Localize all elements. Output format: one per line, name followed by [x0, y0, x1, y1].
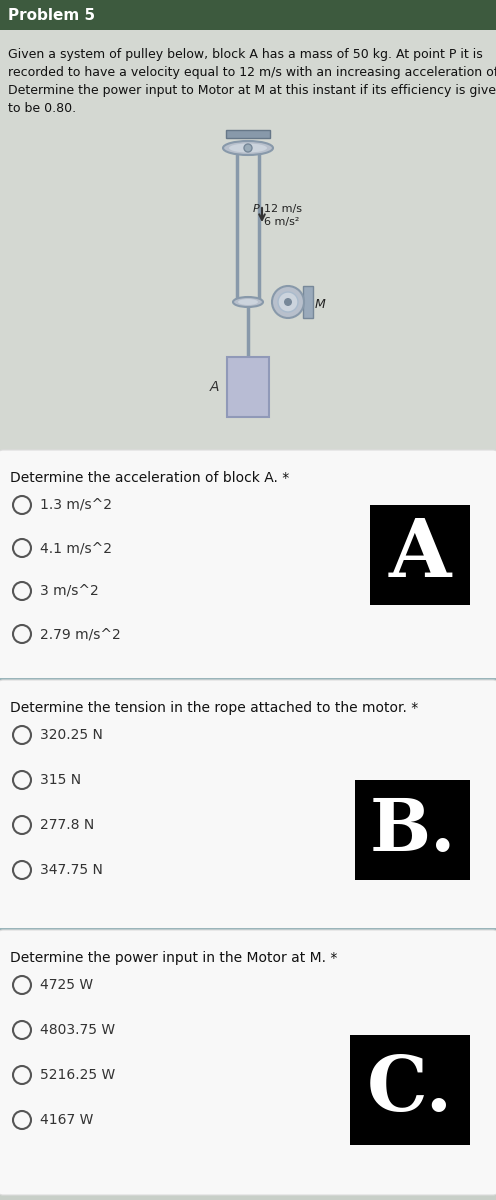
Text: 6 m/s²: 6 m/s²: [264, 217, 300, 227]
FancyBboxPatch shape: [370, 505, 470, 605]
FancyBboxPatch shape: [350, 1034, 470, 1145]
Text: 4167 W: 4167 W: [40, 1114, 93, 1127]
FancyBboxPatch shape: [226, 130, 270, 138]
Circle shape: [284, 298, 292, 306]
Text: B.: B.: [370, 794, 456, 865]
Text: Determine the acceleration of block A. *: Determine the acceleration of block A. *: [10, 470, 289, 485]
FancyBboxPatch shape: [0, 30, 496, 455]
Text: recorded to have a velocity equal to 12 m/s with an increasing acceleration of 6: recorded to have a velocity equal to 12 …: [8, 66, 496, 79]
FancyBboxPatch shape: [0, 928, 496, 936]
Text: 2.79 m/s^2: 2.79 m/s^2: [40, 626, 121, 641]
Text: 3 m/s^2: 3 m/s^2: [40, 584, 99, 598]
Text: A: A: [209, 380, 219, 394]
Text: Determine the power input to Motor at M at this instant if its efficiency is giv: Determine the power input to Motor at M …: [8, 84, 496, 97]
Text: 5216.25 W: 5216.25 W: [40, 1068, 115, 1082]
FancyBboxPatch shape: [0, 680, 496, 930]
Circle shape: [272, 286, 304, 318]
Text: 347.75 N: 347.75 N: [40, 863, 103, 877]
Ellipse shape: [233, 296, 263, 307]
FancyBboxPatch shape: [0, 450, 496, 680]
FancyBboxPatch shape: [0, 0, 496, 30]
Text: Determine the tension in the rope attached to the motor. *: Determine the tension in the rope attach…: [10, 701, 418, 715]
Text: Determine the power input in the Motor at M. *: Determine the power input in the Motor a…: [10, 950, 337, 965]
FancyBboxPatch shape: [355, 780, 470, 880]
Text: 12 m/s: 12 m/s: [264, 204, 302, 214]
Text: 4725 W: 4725 W: [40, 978, 93, 992]
Text: 1.3 m/s^2: 1.3 m/s^2: [40, 498, 112, 512]
FancyBboxPatch shape: [0, 678, 496, 686]
FancyBboxPatch shape: [227, 358, 269, 416]
Text: 4.1 m/s^2: 4.1 m/s^2: [40, 541, 112, 554]
Ellipse shape: [238, 299, 258, 305]
Text: A: A: [389, 516, 451, 594]
Text: C.: C.: [367, 1054, 453, 1127]
Text: Given a system of pulley below, block A has a mass of 50 kg. At point P it is: Given a system of pulley below, block A …: [8, 48, 483, 61]
Circle shape: [244, 144, 252, 152]
Ellipse shape: [223, 140, 273, 155]
FancyBboxPatch shape: [0, 930, 496, 1195]
Text: Problem 5: Problem 5: [8, 7, 95, 23]
Text: 315 N: 315 N: [40, 773, 81, 787]
Text: M: M: [315, 299, 326, 312]
Text: 277.8 N: 277.8 N: [40, 818, 94, 832]
Ellipse shape: [229, 144, 267, 152]
Text: P: P: [252, 204, 259, 214]
FancyBboxPatch shape: [303, 286, 313, 318]
Text: to be 0.80.: to be 0.80.: [8, 102, 76, 115]
Circle shape: [278, 292, 298, 312]
Text: 4803.75 W: 4803.75 W: [40, 1022, 115, 1037]
Text: 320.25 N: 320.25 N: [40, 728, 103, 742]
